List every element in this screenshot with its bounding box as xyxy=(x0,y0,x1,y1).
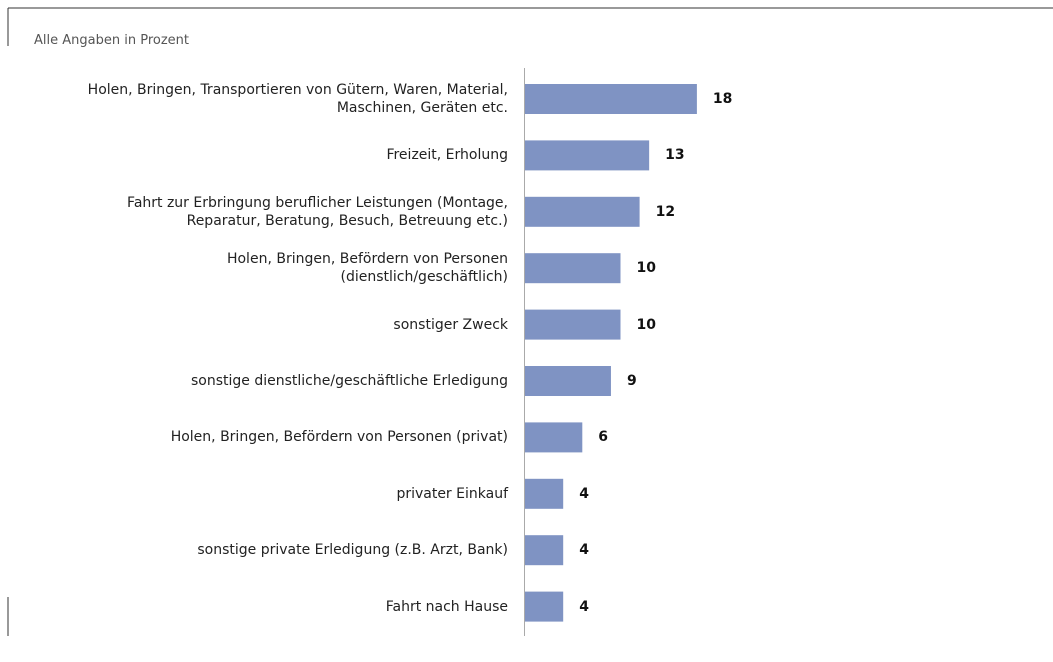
category-label: Holen, Bringen, Befördern von Personen (… xyxy=(170,429,508,446)
category-label: sonstiger Zweck xyxy=(393,316,508,333)
bar xyxy=(525,309,621,340)
bar xyxy=(525,140,650,171)
bar xyxy=(525,535,564,566)
bar xyxy=(525,591,564,622)
bar xyxy=(525,422,583,453)
value-label: 12 xyxy=(655,203,676,220)
value-label: 4 xyxy=(579,542,589,559)
value-label: 10 xyxy=(636,316,656,333)
bar xyxy=(525,253,621,284)
value-label: 9 xyxy=(626,373,637,389)
category-label: sonstige dienstliche/geschäftliche Erled… xyxy=(190,373,508,389)
subtitle: Alle Angaben in Prozent xyxy=(34,33,189,48)
value-label: 6 xyxy=(598,429,609,446)
value-label: 18 xyxy=(712,91,733,107)
bar xyxy=(525,84,697,114)
category-label: Freizeit, Erholung xyxy=(386,147,508,164)
category-label: Holen, Bringen, Befördern von Personen (… xyxy=(226,251,508,286)
category-label: privater Einkauf xyxy=(396,485,508,502)
bar xyxy=(525,478,564,509)
bar xyxy=(525,366,611,396)
bar xyxy=(525,196,640,227)
category-label: Fahrt zur Erbringung beruflicher Leistun… xyxy=(127,194,508,229)
value-label: 10 xyxy=(636,260,656,277)
category-label: Fahrt nach Hause xyxy=(385,598,508,615)
category-label: Holen, Bringen, Transportieren von Güter… xyxy=(87,82,508,116)
value-label: 4 xyxy=(579,485,589,502)
value-label: 13 xyxy=(665,147,685,164)
category-label: sonstige private Erledigung (z.B. Arzt, … xyxy=(197,542,508,559)
value-label: 4 xyxy=(579,598,589,615)
